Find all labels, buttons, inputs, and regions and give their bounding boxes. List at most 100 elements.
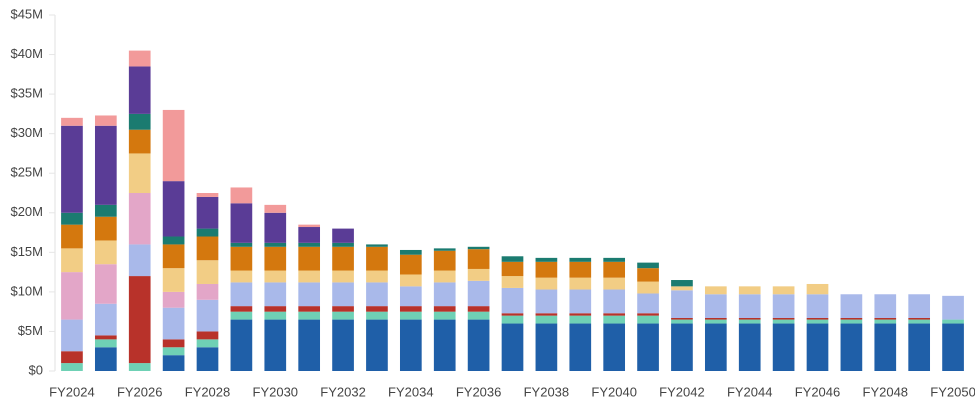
bar-segment [196, 260, 219, 284]
bar-segment [467, 280, 490, 307]
bar-segment [535, 323, 558, 371]
bar-segment [772, 294, 795, 318]
bar-segment [569, 315, 592, 324]
bar-segment [603, 277, 626, 290]
bar-segment [298, 319, 321, 371]
bar-segment [738, 323, 761, 371]
y-tick-label: $45M [10, 6, 43, 21]
bar-segment [433, 319, 456, 371]
bar-segment [162, 109, 185, 182]
bar-segment [162, 355, 185, 371]
bar-segment [467, 319, 490, 371]
bar-segment [535, 261, 558, 278]
bar-segment [61, 272, 83, 320]
bar-segment [196, 228, 219, 237]
bar-segment [671, 319, 693, 324]
bar-segment [399, 254, 422, 275]
bar-segment [196, 347, 219, 371]
bar-segment [94, 335, 117, 340]
bar-segment [908, 294, 931, 318]
bar-segment [128, 113, 151, 130]
bar-segment [196, 196, 219, 229]
bar-segment [264, 282, 287, 307]
x-tick-label: FY2028 [185, 384, 231, 399]
bar-segment [298, 282, 321, 307]
bar-segment [264, 311, 287, 320]
bar-segment [738, 294, 761, 318]
bar-segment [196, 283, 219, 300]
bar-segment [603, 289, 626, 314]
bar-segment [298, 242, 321, 247]
bar-segment [94, 125, 117, 205]
x-tick-label: FY2024 [49, 384, 95, 399]
bar-segment [399, 319, 422, 371]
bar-segment [162, 339, 185, 348]
bar-segment [603, 315, 626, 324]
bar-segment [535, 289, 558, 314]
bar-segment [806, 319, 829, 324]
bar-segment [501, 313, 524, 316]
y-tick-label: $20M [10, 204, 43, 219]
bar-segment [162, 268, 185, 292]
bar-segment [366, 246, 388, 271]
bar-segment [942, 319, 964, 324]
bar-segment [569, 313, 592, 316]
bar-segment [196, 331, 219, 340]
bar-segment [61, 224, 83, 249]
bar-segment [366, 319, 388, 371]
bar-segment [637, 315, 659, 324]
bar-segment [637, 323, 659, 371]
bar-segment [501, 276, 524, 288]
x-tick-label: FY2046 [795, 384, 841, 399]
bar-segment [806, 323, 829, 371]
bar-segment [230, 187, 253, 204]
bar-segment [942, 295, 964, 320]
bar-segment [772, 317, 795, 320]
bar-segment [603, 313, 626, 316]
bar-segment [603, 261, 626, 278]
bar-segment [332, 282, 354, 307]
bar-segment [128, 50, 151, 67]
x-tick-label: FY2050 [930, 384, 975, 399]
bar-segment [264, 246, 287, 271]
bar-segment [61, 125, 83, 213]
bar-segment [874, 323, 897, 371]
bar-segment [908, 319, 931, 324]
bar-segment [637, 281, 659, 294]
x-tick-label: FY2034 [388, 384, 434, 399]
bar-segment [467, 311, 490, 320]
bar-segment [298, 227, 321, 243]
x-tick-label: FY2038 [524, 384, 570, 399]
bar-segment [264, 306, 287, 312]
bar-segment [433, 311, 456, 320]
bar-segment [738, 317, 761, 320]
bar-segment [264, 212, 287, 243]
bar-segment [535, 313, 558, 316]
y-tick-label: $10M [10, 283, 43, 298]
bar-segment [433, 306, 456, 312]
bar-segment [433, 250, 456, 271]
bar-segment [94, 240, 117, 265]
bar-segment [569, 277, 592, 290]
bar-segment [94, 115, 117, 126]
bar-segment [264, 204, 287, 213]
bar-segment [94, 303, 117, 336]
bar-segment [535, 257, 558, 262]
bar-segment [637, 313, 659, 316]
bar-segment [569, 289, 592, 314]
bar-segment [298, 306, 321, 312]
bar-segment [162, 291, 185, 308]
bar-segment [806, 294, 829, 318]
bar-segment [230, 203, 253, 243]
bar-segment [230, 306, 253, 312]
y-tick-label: $30M [10, 125, 43, 140]
bar-segment [738, 286, 761, 295]
bar-segment [671, 290, 693, 318]
bar-segment [535, 277, 558, 290]
x-tick-label: FY2026 [117, 384, 163, 399]
bar-segment [467, 268, 490, 281]
bar-segment [399, 306, 422, 312]
bar-segment [772, 323, 795, 371]
bar-segment [704, 319, 727, 324]
